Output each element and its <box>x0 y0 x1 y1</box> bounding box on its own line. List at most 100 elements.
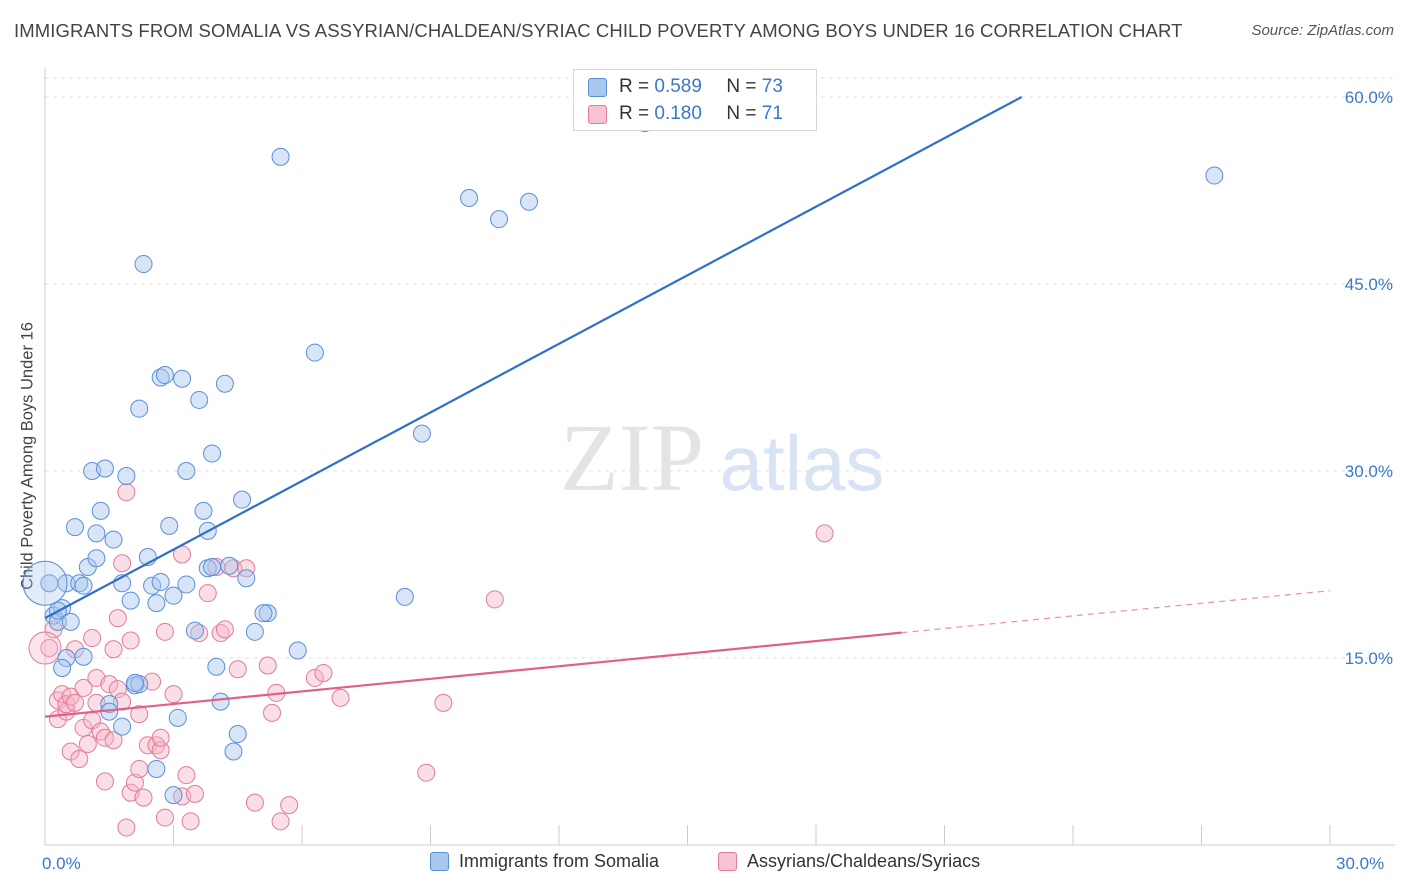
assyrians-point <box>155 808 174 827</box>
legend-item-somalia[interactable]: Immigrants from Somalia <box>430 851 659 872</box>
assyrians-point <box>155 622 174 641</box>
assyrians-point <box>815 524 834 543</box>
watermark-atlas: atlas <box>720 419 885 507</box>
assyrians-point <box>314 663 333 682</box>
assyrians-point <box>434 693 453 712</box>
somalia-point <box>155 366 174 385</box>
somalia-point <box>220 556 239 575</box>
assyrians-point <box>164 685 183 704</box>
r-value: 0.589 <box>654 76 702 97</box>
somalia-point <box>233 490 252 509</box>
n-value: 71 <box>761 103 783 124</box>
series-assyrians-points <box>28 483 834 837</box>
somalia-trend-line <box>44 96 1023 620</box>
assyrians-point <box>40 639 59 658</box>
assyrians-point <box>117 483 136 502</box>
assyrians-point <box>485 590 504 609</box>
assyrians-point <box>263 703 282 722</box>
watermark: ZIP atlas <box>560 404 884 511</box>
y-tick-label: 45.0% <box>1345 275 1393 294</box>
assyrians-point <box>104 640 123 659</box>
legend-swatch-blue <box>430 852 449 871</box>
somalia-point <box>412 424 431 443</box>
assyrians-point <box>198 584 217 603</box>
somalia-point <box>134 255 153 274</box>
somalia-point <box>224 742 243 761</box>
assyrians-point <box>83 629 102 648</box>
assyrians-point <box>130 759 149 778</box>
watermark-zip: ZIP <box>560 404 704 511</box>
somalia-point <box>215 374 234 393</box>
somalia-point <box>177 575 196 594</box>
r-label: R = <box>619 103 650 124</box>
somalia-point <box>211 692 230 711</box>
r-label: R = <box>619 76 650 97</box>
trend-lines <box>44 96 1331 718</box>
legend-label-assyrians: Assyrians/Chaldeans/Syriacs <box>747 851 981 871</box>
somalia-point <box>117 466 136 485</box>
y-tick-label: 30.0% <box>1345 462 1393 481</box>
assyrians-point-large <box>28 631 62 665</box>
somalia-point <box>190 390 209 409</box>
source-label: Source: ZipAtlas.com <box>1251 22 1394 39</box>
somalia-point <box>194 501 213 520</box>
assyrians-point <box>258 656 277 675</box>
somalia-point <box>130 399 149 418</box>
legend-row-somalia: R = 0.589 N = 73 <box>588 75 783 99</box>
somalia-point <box>87 524 106 543</box>
assyrians-point <box>280 796 299 815</box>
assyrians-point <box>78 735 97 754</box>
legend-swatch-pink <box>718 852 737 871</box>
assyrians-point <box>151 728 170 747</box>
y-tick-label: 60.0% <box>1345 88 1393 107</box>
assyrians-point <box>121 631 140 650</box>
n-label: N = <box>726 76 757 97</box>
somalia-point <box>173 369 192 388</box>
assyrians-point <box>228 660 247 679</box>
assyrians-point <box>134 788 153 807</box>
axes: 15.0% 30.0% 45.0% 60.0% <box>44 68 1395 846</box>
somalia-point <box>121 591 140 610</box>
n-value: 73 <box>761 76 783 97</box>
somalia-point <box>245 622 264 641</box>
assyrians-point <box>113 554 132 573</box>
somalia-point <box>460 188 479 207</box>
assyrians-point <box>151 741 170 760</box>
somalia-point <box>254 604 273 623</box>
somalia-point <box>53 658 72 677</box>
assyrians-point <box>100 675 119 694</box>
somalia-point <box>237 569 256 588</box>
somalia-point <box>164 586 183 605</box>
assyrians-point <box>130 705 149 724</box>
legend-row-assyrians: R = 0.180 N = 71 <box>588 102 783 126</box>
assyrians-point <box>65 693 84 712</box>
assyrians-point <box>125 773 144 792</box>
somalia-point <box>65 518 84 537</box>
assyrians-point <box>70 749 89 768</box>
legend-label-somalia: Immigrants from Somalia <box>459 851 660 871</box>
legend-item-assyrians[interactable]: Assyrians/Chaldeans/Syriacs <box>718 851 980 872</box>
assyrians-trend-line <box>44 631 902 718</box>
assyrians-point <box>331 688 350 707</box>
assyrians-point <box>305 668 324 687</box>
somalia-point <box>203 557 222 576</box>
somalia-point <box>113 717 132 736</box>
assyrians-point <box>185 784 204 803</box>
assyrians-point <box>417 763 436 782</box>
x-tick-label-max: 30.0% <box>1336 854 1385 873</box>
somalia-point-large <box>22 560 68 606</box>
assyrians-point <box>117 818 136 837</box>
assyrians-point <box>104 731 123 750</box>
y-tick-label: 15.0% <box>1345 649 1393 668</box>
assyrians-trend-extension <box>901 590 1331 634</box>
correlation-legend: R = 0.589 N = 73 R = 0.180 N = 71 <box>573 69 817 131</box>
x-tick-label-min: 0.0% <box>42 854 81 873</box>
assyrians-point <box>245 793 264 812</box>
r-value: 0.180 <box>654 103 702 124</box>
chart-title: IMMIGRANTS FROM SOMALIA VS ASSYRIAN/CHAL… <box>14 20 1183 41</box>
somalia-point <box>147 759 166 778</box>
somalia-point <box>168 708 187 727</box>
somalia-point <box>490 210 509 229</box>
assyrians-point <box>95 772 114 791</box>
